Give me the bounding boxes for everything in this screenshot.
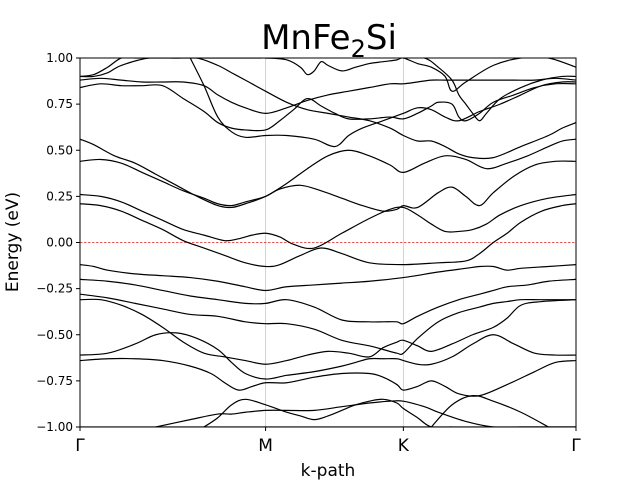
- y-tick-label: 0.50: [46, 143, 73, 157]
- band-line-11: [80, 203, 576, 268]
- y-tick-label: 0.00: [46, 236, 73, 250]
- band-line-18: [80, 58, 576, 160]
- band-line-17: [80, 77, 576, 114]
- y-tick-label: 0.75: [46, 97, 73, 111]
- y-tick-label: 0.25: [46, 189, 73, 203]
- band-line-20: [403, 58, 576, 122]
- band-line-19: [80, 58, 576, 92]
- x-axis-label: k-path: [301, 461, 356, 480]
- band-line-10: [80, 264, 576, 292]
- band-line-3: [203, 398, 452, 427]
- x-tick-label: Γ: [75, 436, 85, 456]
- y-axis-label: Energy (eV): [3, 192, 23, 292]
- y-tick-label: −1.00: [36, 420, 73, 434]
- x-tick-label: K: [398, 436, 410, 456]
- band-line-12: [80, 193, 576, 250]
- y-tick-label: −0.75: [36, 374, 73, 388]
- y-tick-label: −0.50: [36, 328, 73, 342]
- y-tick-label: 1.00: [46, 51, 73, 65]
- band-line-6: [80, 332, 576, 380]
- band-line-15: [189, 58, 576, 148]
- band-line-14: [80, 138, 576, 209]
- band-line-7: [80, 298, 576, 365]
- band-line-5: [80, 357, 576, 397]
- band-lines: [80, 58, 576, 427]
- chart-title: MnFe2Si: [261, 18, 397, 63]
- band-line-8: [80, 293, 576, 356]
- y-axis-ticks: 1.00 0.75 0.50 0.25 0.00 −0.25 −0.50 −0.75 −1.00: [36, 51, 80, 434]
- band-line-2: [155, 400, 576, 427]
- band-line-4: [430, 394, 549, 427]
- band-line-16: [80, 82, 576, 132]
- band-line-13: [80, 158, 576, 212]
- x-tick-label: Γ: [571, 436, 581, 456]
- x-tick-label: M: [258, 436, 273, 456]
- y-tick-label: −0.25: [36, 282, 73, 296]
- band-line-9: [80, 278, 576, 325]
